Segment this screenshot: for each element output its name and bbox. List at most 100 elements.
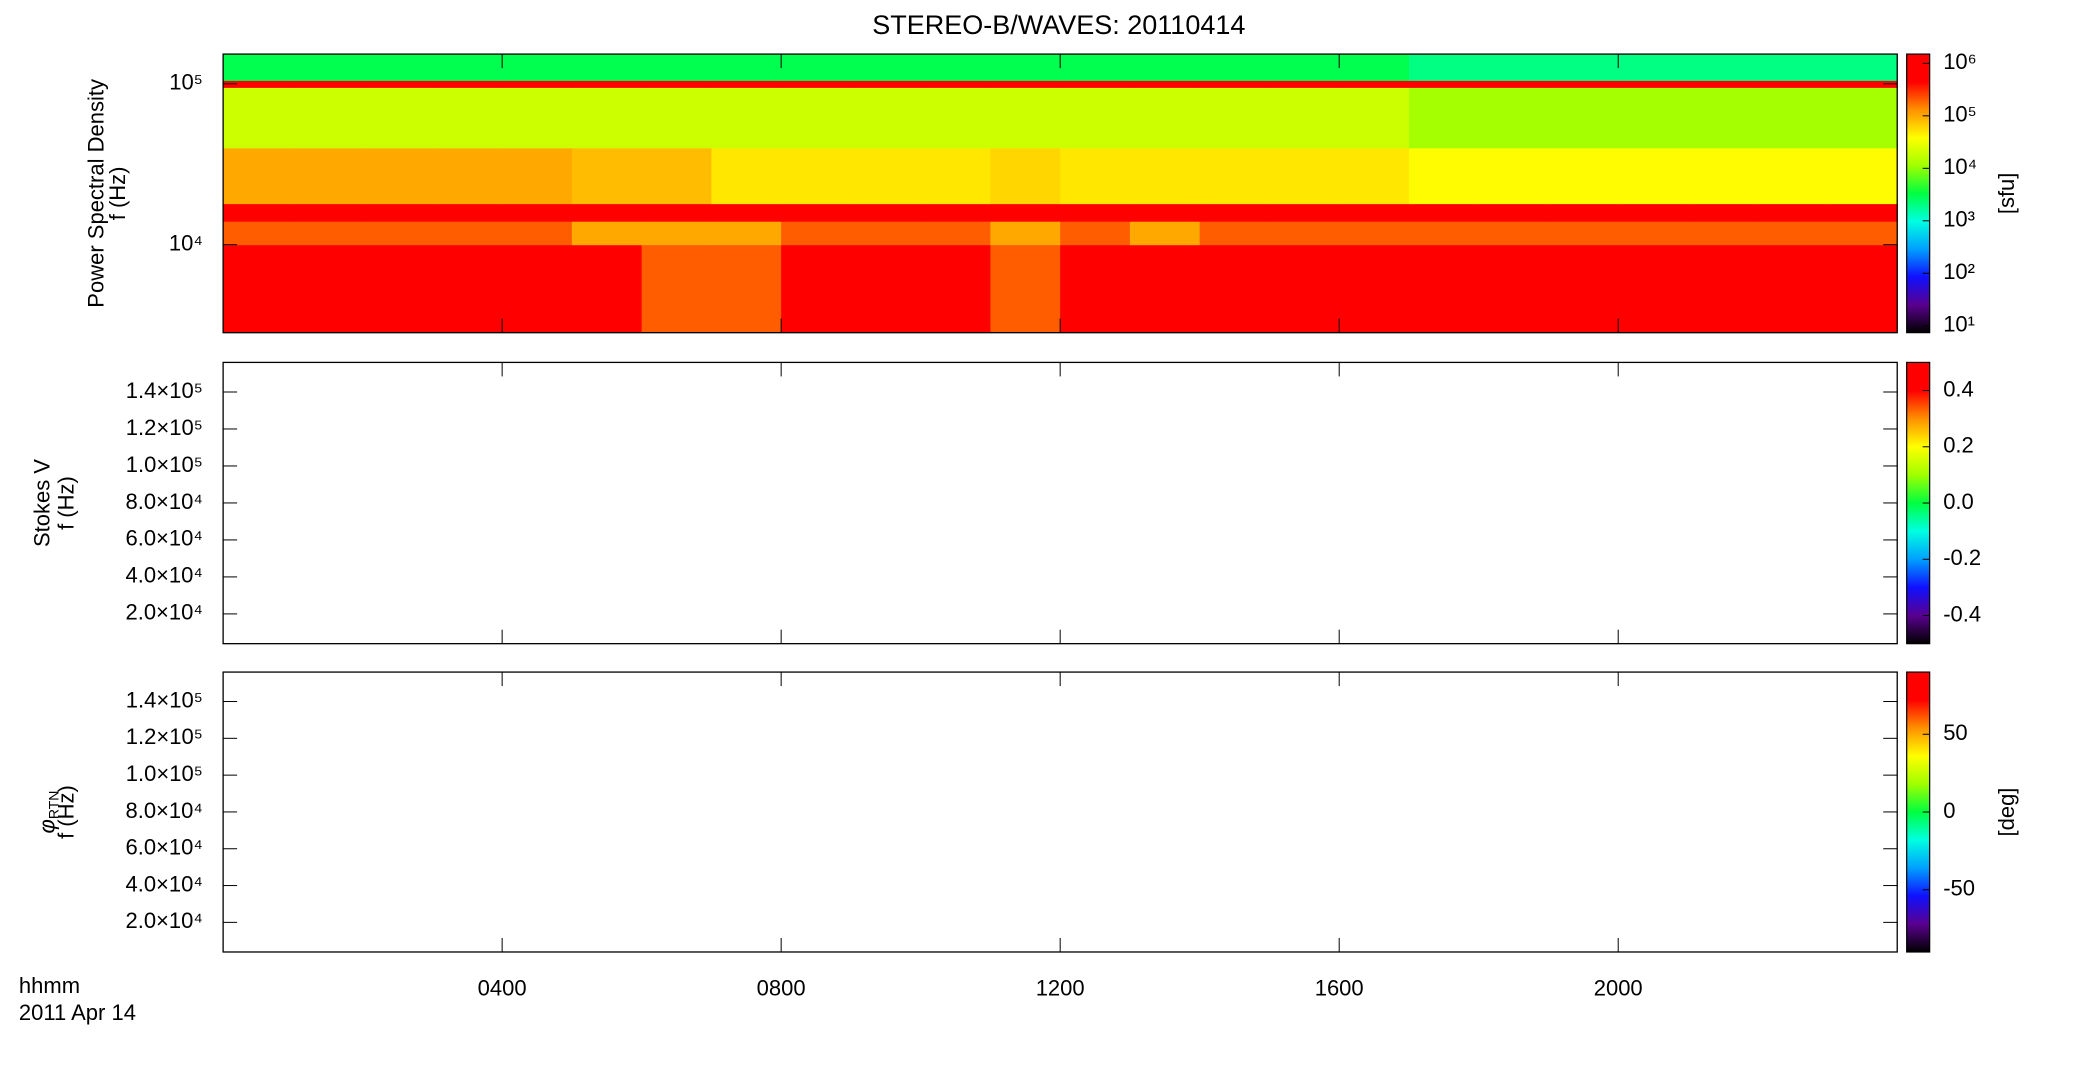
y-tick-label: 1.4×10⁵ [126,378,203,403]
colorbar-tick-label: 0.4 [1943,376,1974,401]
heatmap-cell [1129,54,1201,81]
heatmap-cell [1687,203,1759,222]
heatmap-cell [223,147,294,205]
heatmap-cell [1408,80,1480,88]
x-tick-label: 1200 [1036,976,1085,1001]
y-tick-label: 2.0×10⁴ [125,600,202,625]
heatmap-cell [1478,244,1549,334]
heatmap-cell [292,203,364,222]
heatmap-cell [1060,221,1131,246]
heatmap-cell [1339,203,1410,222]
heatmap-cell [1129,80,1201,88]
heatmap-cell [292,221,364,246]
colorbar-tick-label: 10² [1943,259,1975,284]
heatmap-cell [711,203,782,222]
heatmap-cell [1757,147,1828,205]
x-tick-label: 2000 [1594,976,1643,1001]
heatmap-cell [920,244,991,334]
heatmap-cell [1408,54,1480,81]
y-tick-label: 10⁴ [169,231,203,256]
heatmap-cell [1548,80,1619,88]
heatmap-cell [1478,147,1549,205]
heatmap-cell [223,221,294,246]
heatmap-cell [1618,147,1689,205]
heatmap-cell [1339,147,1410,205]
heatmap-cell [223,244,294,334]
heatmap-cell [1548,54,1619,81]
heatmap-cell [1129,203,1201,222]
heatmap-cell [1339,87,1410,149]
heatmap-cell [1339,221,1410,246]
x-axis-label: hhmm [19,973,80,998]
heatmap-cell [1060,80,1131,88]
heatmap-cell [1199,80,1270,88]
heatmap-cell [641,203,712,222]
heatmap-cell [1827,87,1898,149]
heatmap-cell [1757,54,1828,81]
heatmap-cell [432,87,503,149]
heatmap-cell [1129,221,1201,246]
heatmap-cell [781,221,852,246]
heatmap-cell [1339,54,1410,81]
colorbar-tick-label: -0.4 [1943,601,1981,626]
heatmap-cell [781,54,852,81]
colorbar-tick-label: 10⁵ [1943,102,1977,127]
y-tick-label: 1.4×10⁵ [126,687,203,712]
y-tick-label: 4.0×10⁴ [125,871,202,896]
y-tick-label: 1.2×10⁵ [126,724,203,749]
heatmap-cell [1060,87,1131,149]
heatmap-cell [1199,87,1270,149]
heatmap-cell [502,87,573,149]
colorbar-label: [sfu] [1994,173,2019,215]
heatmap-cell [850,80,922,88]
heatmap-cell [1478,203,1549,222]
heatmap-cell [781,80,852,88]
heatmap-cell [223,87,294,149]
colorbar-tick-label: 0 [1943,798,1955,823]
colorbar-tick-label: 10³ [1943,207,1975,232]
y-axis-label: Stokes V [29,459,54,547]
heatmap-cell [1060,244,1131,334]
heatmap-cell [432,221,503,246]
heatmap-cell [1129,244,1201,334]
heatmap-cell [502,221,573,246]
heatmap-cell [920,203,991,222]
heatmap-cell [1687,80,1759,88]
heatmap-cell [1478,221,1549,246]
heatmap-cell [641,87,712,149]
y-tick-label: 1.0×10⁵ [126,452,203,477]
plot-frame [222,361,1898,645]
colorbar-label: [deg] [1994,788,2019,837]
heatmap-cell [1199,244,1270,334]
heatmap-cell [362,87,433,149]
colorbar-tick-label: 50 [1943,720,1967,745]
colorbar [1906,53,1931,334]
colorbar-tick-label: -50 [1943,876,1975,901]
heatmap-cell [781,203,852,222]
heatmap-cell [641,80,712,88]
y-tick-label: 2.0×10⁴ [125,908,202,933]
heatmap-cell [1269,221,1340,246]
heatmap-cell [781,147,852,205]
heatmap-cell [292,147,364,205]
heatmap-cell [362,147,433,205]
heatmap-cell [1687,54,1759,81]
heatmap-cell [711,87,782,149]
heatmap-cell [571,80,643,88]
heatmap-cell [571,221,643,246]
heatmap-cell [711,147,782,205]
heatmap-cell [850,87,922,149]
heatmap-cell [1548,244,1619,334]
heatmap-cell [1757,221,1828,246]
x-tick-label: 1600 [1315,976,1364,1001]
colorbar-tick-label: 10¹ [1943,312,1975,337]
colorbar-tick-label: -0.2 [1943,545,1981,570]
plot-frame [222,671,1898,953]
y-axis-label: f (Hz) [53,785,78,839]
colorbar-tick-label: 10⁶ [1943,49,1977,74]
heatmap-cell [292,87,364,149]
heatmap-cell [711,54,782,81]
heatmap-cell [432,244,503,334]
heatmap-cell [1408,147,1480,205]
heatmap-cell [1269,203,1340,222]
